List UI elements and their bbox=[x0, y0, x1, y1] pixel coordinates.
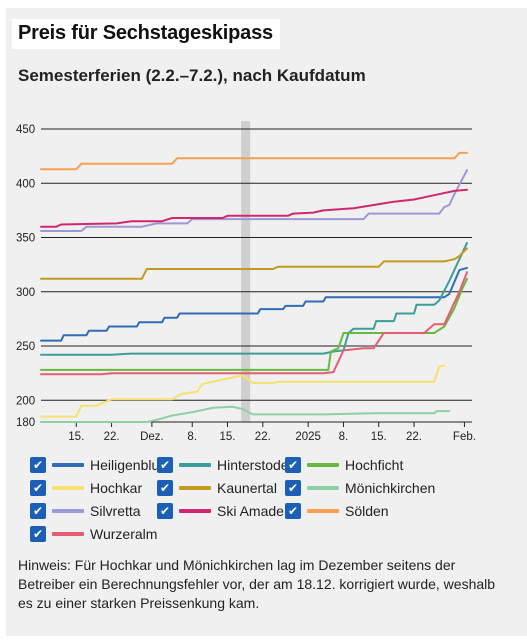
y-tick-label: 350 bbox=[16, 233, 35, 245]
legend-label: Ski Amade bbox=[217, 503, 284, 519]
legend-item[interactable]: ✔ Ski Amade bbox=[157, 500, 284, 522]
y-tick-label: 450 bbox=[16, 124, 35, 136]
x-tick-label: Dez. bbox=[140, 431, 164, 443]
x-tick-label: 22. bbox=[104, 431, 120, 443]
legend-checkbox-icon[interactable]: ✔ bbox=[285, 503, 301, 519]
legend-checkbox-icon[interactable]: ✔ bbox=[157, 457, 173, 473]
legend-checkbox-icon[interactable]: ✔ bbox=[285, 457, 301, 473]
x-tick-label: 15. bbox=[68, 431, 84, 443]
legend-swatch bbox=[52, 463, 84, 467]
line-chart: 180 200 250 300 350 400 450 15. 22. Dez. 8. 15. 22. 2… bbox=[16, 121, 476, 443]
series-line bbox=[40, 188, 468, 228]
legend-checkbox-icon[interactable]: ✔ bbox=[157, 480, 173, 496]
series-line bbox=[40, 169, 468, 232]
x-tick-label: 15. bbox=[220, 431, 236, 443]
series-line bbox=[40, 277, 468, 371]
legend-checkbox-icon[interactable]: ✔ bbox=[157, 503, 173, 519]
legend-checkbox-icon[interactable]: ✔ bbox=[30, 480, 46, 496]
legend-item[interactable]: ✔ Sölden bbox=[285, 500, 389, 522]
series-line bbox=[40, 247, 468, 280]
correction-band bbox=[241, 121, 251, 422]
chart-title: Preis für Sechstageskipass bbox=[18, 22, 273, 44]
legend-swatch bbox=[179, 509, 211, 513]
footnote: Hinweis: Für Hochkar und Mönichkirchen l… bbox=[18, 557, 496, 611]
legend-label: Wurzeralm bbox=[90, 526, 158, 542]
legend-item[interactable]: ✔ Kaunertal bbox=[157, 477, 277, 499]
legend-checkbox-icon[interactable]: ✔ bbox=[30, 526, 46, 542]
series-line bbox=[40, 151, 468, 171]
x-tick-label: 22. bbox=[255, 431, 271, 443]
legend-swatch bbox=[52, 509, 84, 513]
legend-label: Hinterstoder bbox=[217, 457, 294, 473]
legend-item[interactable]: ✔ Wurzeralm bbox=[30, 523, 157, 545]
legend-swatch bbox=[179, 463, 211, 467]
x-tick-label: 2025 bbox=[295, 431, 321, 443]
y-tick-label: 200 bbox=[16, 395, 35, 407]
series-line bbox=[40, 271, 468, 376]
title-box: Preis für Sechstageskipass bbox=[12, 19, 280, 49]
legend-swatch bbox=[307, 509, 339, 513]
legend-item[interactable]: ✔ Hinterstoder bbox=[157, 454, 293, 476]
legend-label: Sölden bbox=[345, 503, 389, 519]
legend-label: Mönichkirchen bbox=[345, 480, 436, 496]
legend-item[interactable]: ✔ Heiligenblut bbox=[30, 454, 163, 476]
y-tick-label: 250 bbox=[16, 341, 35, 353]
series-line bbox=[40, 266, 468, 342]
legend-label: Hochficht bbox=[345, 457, 404, 473]
legend-label: Heiligenblut bbox=[90, 457, 164, 473]
legend-checkbox-icon[interactable]: ✔ bbox=[30, 457, 46, 473]
x-tick-label: 8. bbox=[187, 431, 197, 443]
series-line bbox=[40, 241, 468, 356]
legend-swatch bbox=[52, 532, 84, 536]
series-line bbox=[40, 405, 451, 423]
x-tick-label: Feb. bbox=[453, 431, 476, 443]
chart-panel bbox=[6, 8, 527, 636]
y-tick-label: 180 bbox=[16, 417, 35, 429]
legend-checkbox-icon[interactable]: ✔ bbox=[285, 480, 301, 496]
legend-swatch bbox=[307, 486, 339, 490]
legend-swatch bbox=[52, 486, 84, 490]
y-tick-label: 300 bbox=[16, 287, 35, 299]
y-tick-label: 400 bbox=[16, 178, 35, 190]
series-line bbox=[40, 364, 446, 418]
legend-swatch bbox=[179, 486, 211, 490]
chart-subtitle: Semesterferien (2.2.–7.2.), nach Kaufdat… bbox=[18, 66, 366, 85]
x-tick-label: 8. bbox=[339, 431, 349, 443]
legend-label: Kaunertal bbox=[217, 480, 277, 496]
legend-item[interactable]: ✔ Hochficht bbox=[285, 454, 403, 476]
x-tick-label: 15. bbox=[371, 431, 387, 443]
legend-item[interactable]: ✔ Hochkar bbox=[30, 477, 142, 499]
x-tick-label: 22. bbox=[406, 431, 422, 443]
legend-label: Silvretta bbox=[90, 503, 141, 519]
legend-item[interactable]: ✔ Mönichkirchen bbox=[285, 477, 435, 499]
legend-label: Hochkar bbox=[90, 480, 143, 496]
legend-checkbox-icon[interactable]: ✔ bbox=[30, 503, 46, 519]
legend-item[interactable]: ✔ Silvretta bbox=[30, 500, 141, 522]
legend-swatch bbox=[307, 463, 339, 467]
